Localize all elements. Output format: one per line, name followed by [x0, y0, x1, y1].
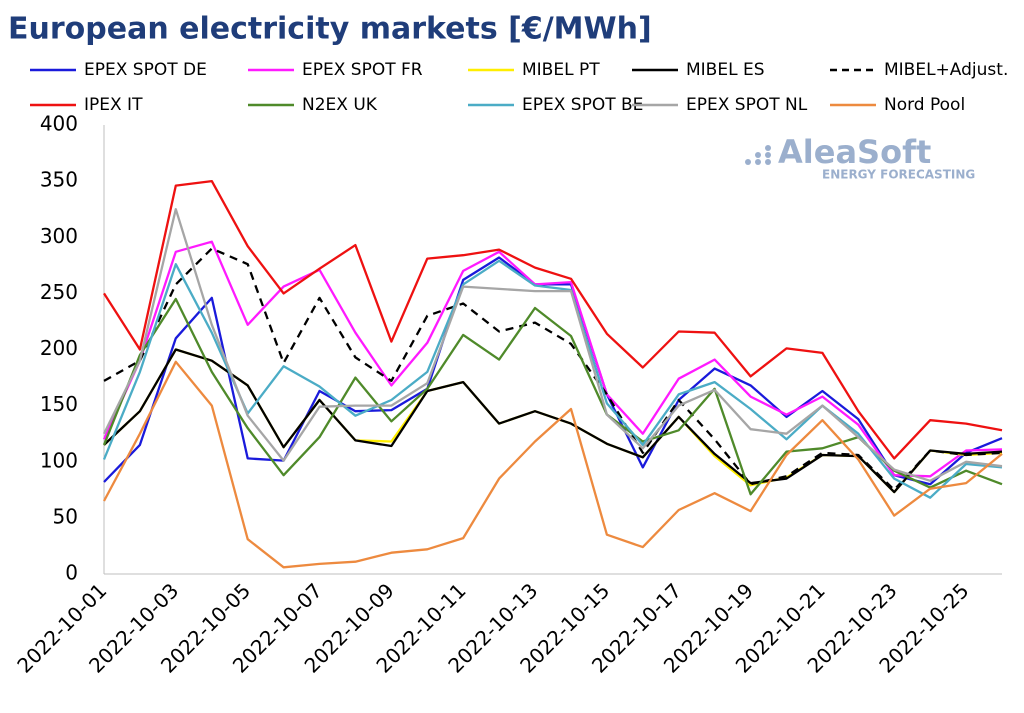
y-tick-label: 350: [40, 168, 78, 192]
y-tick-label: 300: [40, 224, 78, 248]
y-tick-label: 100: [40, 448, 78, 472]
series-line: [103, 179, 1003, 460]
y-tick-label: 250: [40, 280, 78, 304]
series-line: [102, 297, 1003, 496]
series-line: [102, 208, 1003, 482]
legend-label: EPEX SPOT DE: [84, 60, 207, 80]
legend-label: EPEX SPOT NL: [686, 95, 808, 115]
y-tick-label: 0: [65, 561, 78, 585]
legend-label: EPEX SPOT BE: [522, 95, 643, 115]
legend-label: N2EX UK: [302, 95, 378, 115]
legend-label: IPEX IT: [84, 95, 143, 115]
legend-label: MIBEL PT: [522, 60, 600, 80]
series-line: [103, 348, 1003, 494]
chart-title: European electricity markets [€/MWh]: [8, 12, 652, 47]
legend-label: EPEX SPOT FR: [302, 60, 423, 80]
y-tick-label: 400: [40, 112, 78, 136]
watermark-tagline: ENERGY FORECASTING: [822, 168, 975, 182]
watermark: AleaSoft ENERGY FORECASTING: [745, 133, 975, 182]
series-line: [102, 240, 1003, 478]
watermark-brand: AleaSoft: [778, 133, 931, 171]
y-tick-label: 50: [53, 504, 78, 528]
y-tick-label: 200: [40, 336, 78, 360]
legend-label: MIBEL+Adjust.: [884, 60, 1008, 80]
series-line: [102, 360, 1003, 569]
legend-label: Nord Pool: [884, 95, 965, 115]
series-line: [102, 259, 1003, 499]
legend-label: MIBEL ES: [686, 60, 765, 80]
y-tick-label: 150: [40, 392, 78, 416]
